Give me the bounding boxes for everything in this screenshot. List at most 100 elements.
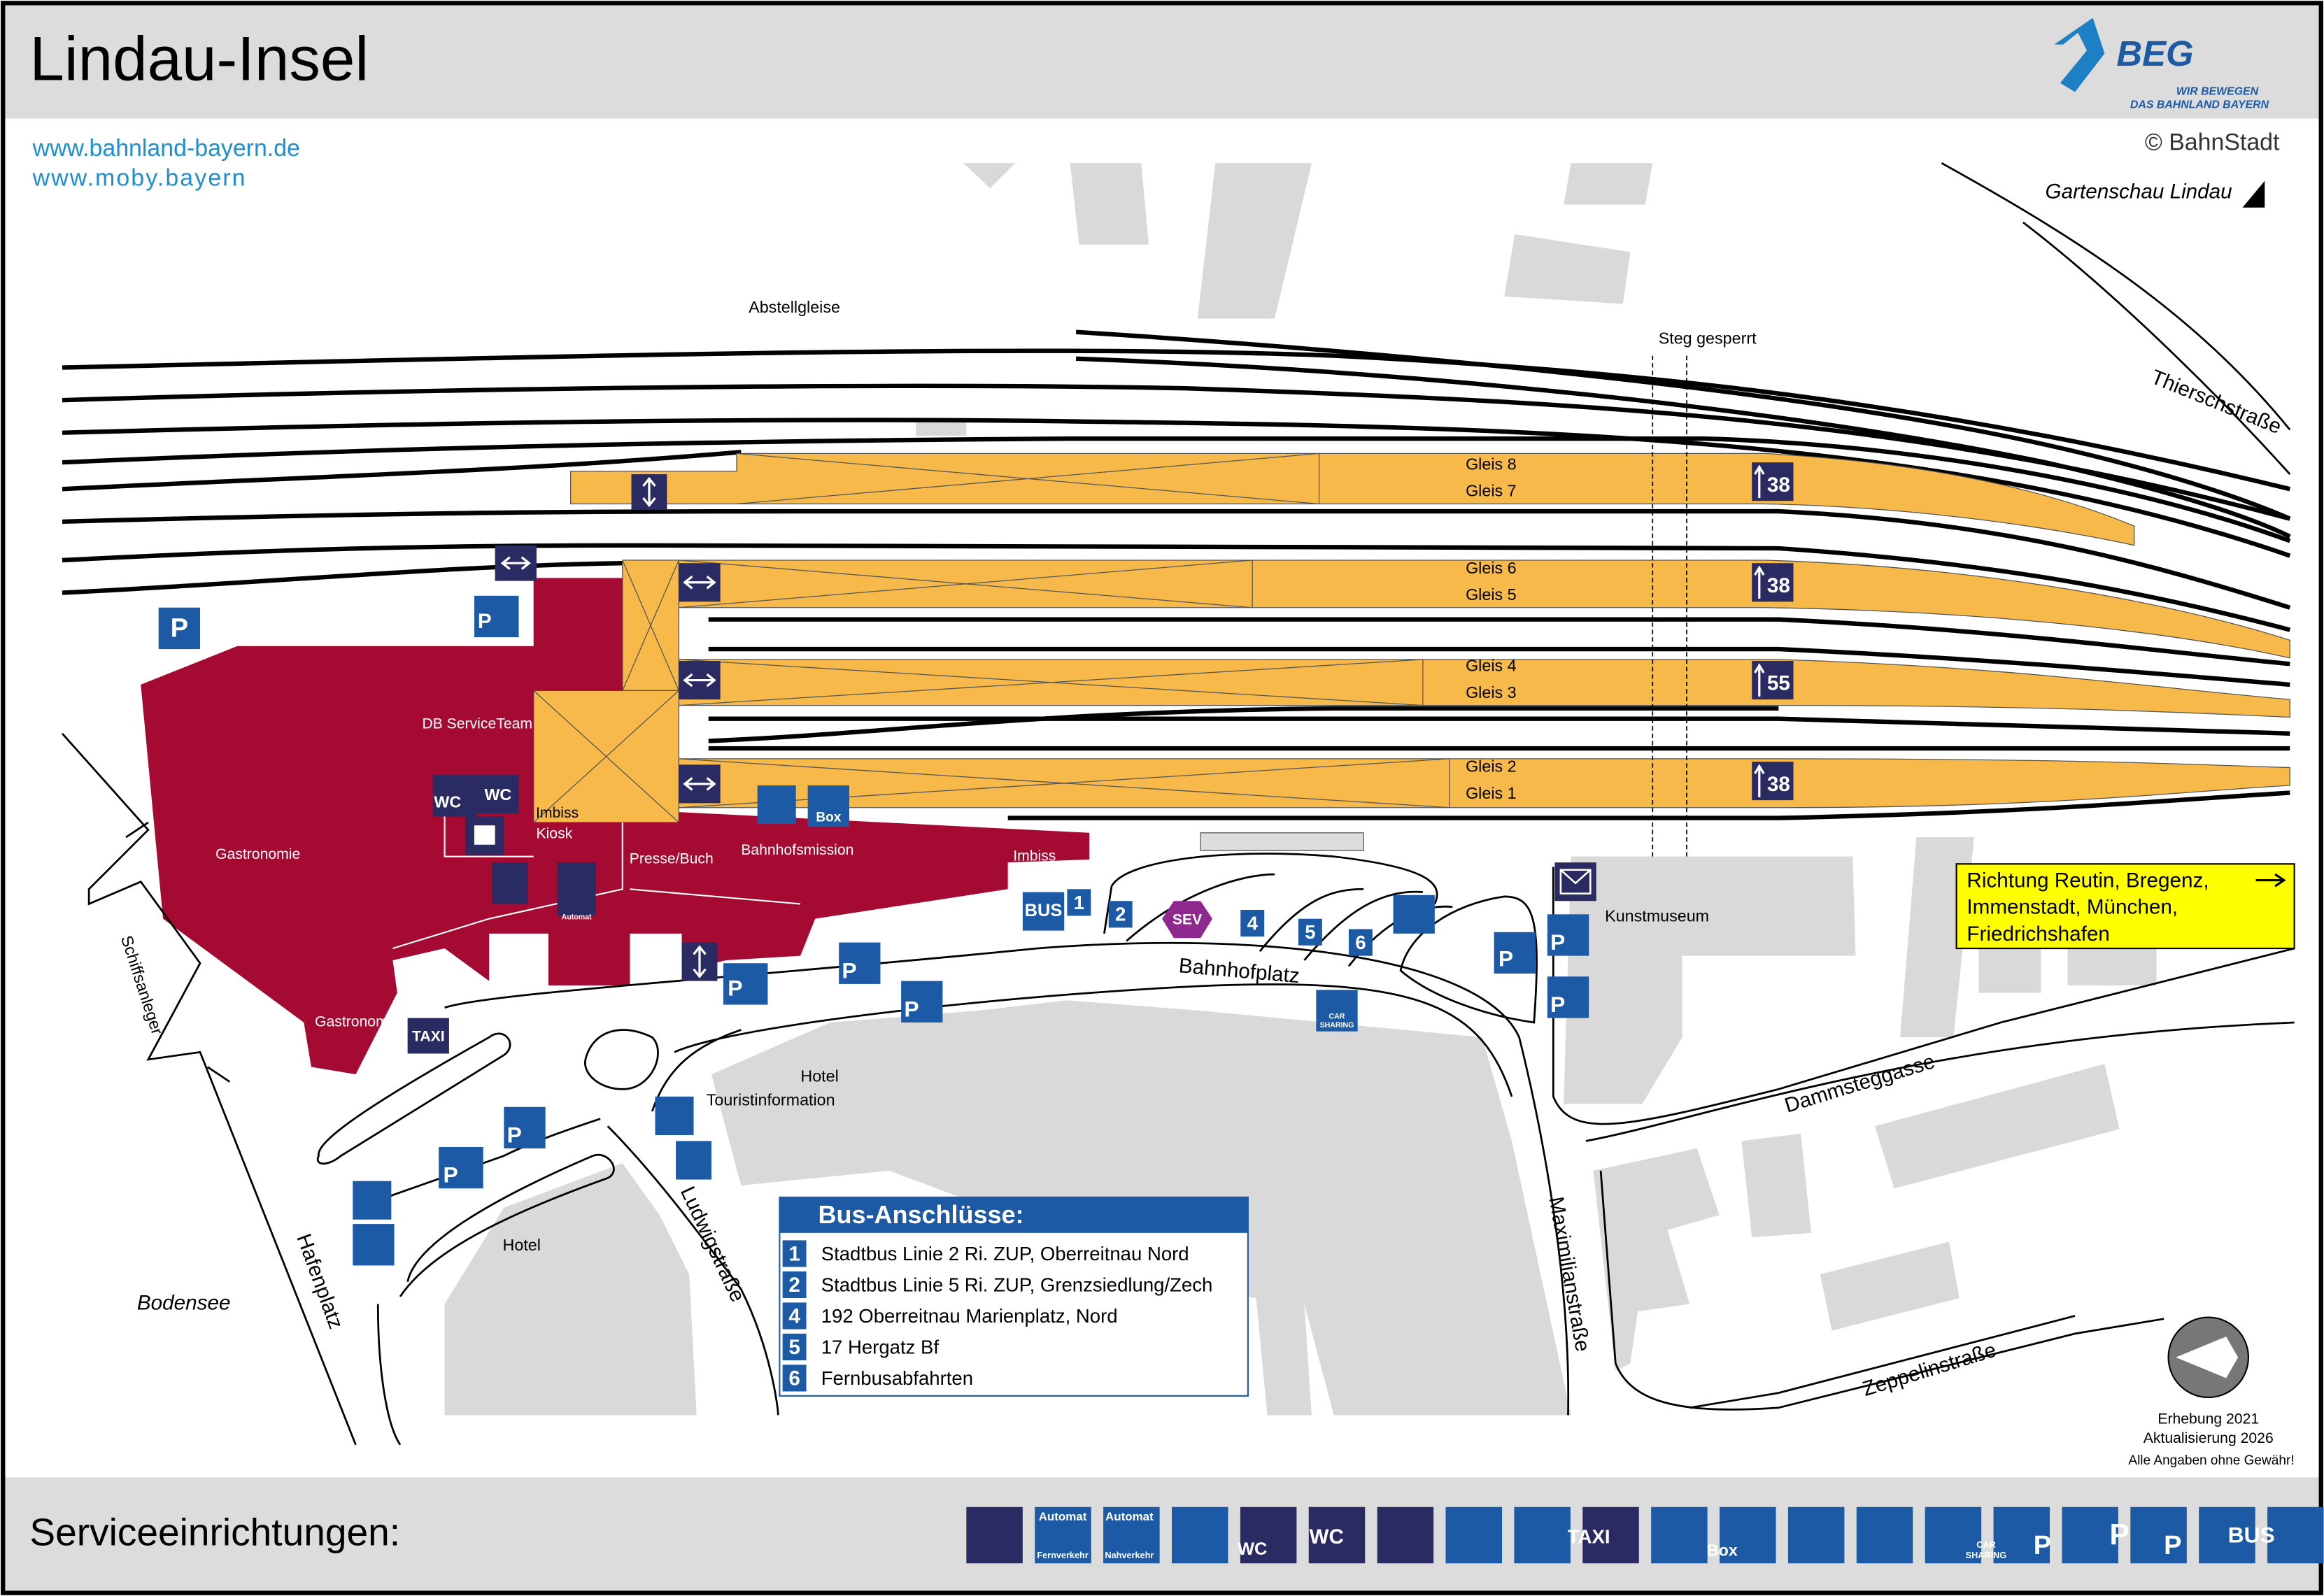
platform-sign: 38 xyxy=(1767,574,1790,597)
roads xyxy=(61,162,2295,1446)
platform-label: Gleis 7 xyxy=(1466,482,1517,500)
legend-icon xyxy=(1787,1506,1845,1564)
legend-label: Box xyxy=(1707,1541,1738,1559)
legend-label: CAR xyxy=(1976,1539,1996,1550)
icon-label: SHARING xyxy=(1320,1021,1354,1029)
platform-labels: Gleis 8 Gleis 7 Gleis 6 Gleis 5 Gleis 4 … xyxy=(495,455,1794,981)
bus-line: 5 xyxy=(788,1336,800,1359)
platform-label: Gleis 3 xyxy=(1466,683,1517,701)
legend-icon xyxy=(1720,1506,1776,1564)
legend-icon xyxy=(2267,1506,2324,1564)
platform-sign: 55 xyxy=(1767,672,1790,695)
direction-text: Immenstadt, München, xyxy=(1967,896,2178,919)
map-label: Kunstmuseum xyxy=(1605,907,1709,925)
icon-label: 1 xyxy=(1074,892,1084,913)
icon-label: Automat xyxy=(562,913,592,921)
legend-label: Nahverkehr xyxy=(1105,1550,1154,1560)
platform-label: Gleis 6 xyxy=(1466,559,1517,577)
platforms xyxy=(533,355,2290,857)
icon-label: BUS xyxy=(1025,901,1063,920)
note: Erhebung 2021 xyxy=(2158,1411,2259,1427)
icon-label: CAR xyxy=(1329,1012,1345,1020)
station-building xyxy=(141,578,1090,1075)
icon-label: 4 xyxy=(1247,912,1259,934)
map-label: Imbiss xyxy=(490,953,532,969)
icon-label: SEV xyxy=(1172,911,1202,927)
legend-icon xyxy=(966,1506,1023,1564)
title: Lindau-Insel xyxy=(29,24,369,94)
icon-label: P xyxy=(507,1122,522,1147)
icon-label: P xyxy=(443,1162,458,1188)
legend-icon xyxy=(1514,1506,1571,1564)
icon-label: P xyxy=(1550,929,1565,955)
legend-icon xyxy=(1651,1506,1708,1564)
direction-box xyxy=(1955,863,2295,950)
logo-mark xyxy=(2054,17,2105,92)
legend-icon xyxy=(1856,1506,1913,1564)
platform-label: Gleis 1 xyxy=(1466,784,1517,802)
legend-icon xyxy=(1308,1506,1366,1564)
map-label: Touristinformation xyxy=(707,1090,835,1109)
platform-label: Gleis 4 xyxy=(1466,657,1517,675)
map-icons: P P WC WC Automat TAXI BUS 1 2 SEV 4 5 6… xyxy=(158,595,1596,1266)
icon-label: WC xyxy=(434,793,461,811)
copyright: © BahnStadt xyxy=(2145,129,2280,156)
map-label: Gastronomie xyxy=(315,1014,399,1030)
map-label: Bäcker xyxy=(630,947,676,963)
header-band xyxy=(3,3,2321,119)
icon-label: 2 xyxy=(1115,904,1126,925)
legend-label: Automat xyxy=(1105,1510,1154,1523)
tracks xyxy=(62,329,2291,820)
icon-label: Box xyxy=(816,811,841,825)
icon-label: P xyxy=(171,613,188,643)
legend-icon xyxy=(1240,1506,1297,1564)
legend-label: P xyxy=(2034,1530,2051,1560)
icon-label: P xyxy=(1550,992,1565,1017)
icon-label: TAXI xyxy=(412,1029,445,1045)
legend-label: BUS xyxy=(2228,1523,2275,1548)
compass-needle xyxy=(2176,1337,2239,1378)
icon-label: WC xyxy=(484,785,511,804)
link: www.moby.bayern xyxy=(32,164,247,191)
legend-icon xyxy=(1171,1506,1228,1564)
map-label: DB ServiceTeam xyxy=(422,716,532,732)
legend-icon xyxy=(1377,1506,1434,1564)
map-label: Hotel xyxy=(503,1236,541,1254)
bus-route: Fernbusabfahrten xyxy=(821,1367,973,1389)
bus-table-title: Bus-Anschlüsse: xyxy=(818,1200,1023,1229)
icon-label: P xyxy=(904,996,919,1021)
bus-route: 192 Oberreitnau Marienplatz, Nord xyxy=(821,1305,1118,1327)
note: Alle Angaben ohne Gewähr! xyxy=(2128,1453,2294,1468)
building-walls xyxy=(392,807,801,950)
bus-line: 6 xyxy=(788,1367,800,1390)
link: www.bahnland-bayern.de xyxy=(32,135,300,162)
legend-label: Automat xyxy=(1039,1510,1087,1523)
bus-line: 4 xyxy=(788,1304,800,1327)
legend-icon xyxy=(2062,1506,2118,1564)
arrow xyxy=(2255,873,2286,888)
icon-label: P xyxy=(728,976,742,1001)
platform-sign: 38 xyxy=(1767,473,1790,497)
map-label: Steg gesperrt xyxy=(1659,329,1757,347)
icon-label: 5 xyxy=(1305,921,1315,943)
map-label: Kiosk xyxy=(536,826,572,842)
legend-icon xyxy=(2199,1506,2255,1564)
map-label: Imbiss xyxy=(536,805,579,821)
bus-route: Stadtbus Linie 2 Ri. ZUP, Oberreitnau No… xyxy=(821,1243,1189,1264)
platform-sign: 38 xyxy=(1767,773,1790,796)
bus-line: 1 xyxy=(788,1242,800,1265)
direction-text: Friedrichshafen xyxy=(1967,922,2109,946)
legend-icon xyxy=(1993,1506,2050,1564)
map-label: Presse/Buch xyxy=(630,851,714,867)
legend-label: P xyxy=(2164,1530,2181,1560)
note: Aktualisierung 2026 xyxy=(2144,1430,2274,1446)
legend-label: TAXI xyxy=(1568,1526,1610,1548)
map-label: Bahnhofsmission xyxy=(741,842,853,858)
bus-route: 17 Hergatz Bf xyxy=(821,1336,940,1358)
icon-label: P xyxy=(478,610,492,633)
bus-route: Stadtbus Linie 5 Ri. ZUP, Grenzsiedlung/… xyxy=(821,1274,1213,1295)
icon-label: P xyxy=(842,957,856,983)
legend: Automat Fernverkehr Automat Nahverkehr W… xyxy=(966,1506,2324,1564)
